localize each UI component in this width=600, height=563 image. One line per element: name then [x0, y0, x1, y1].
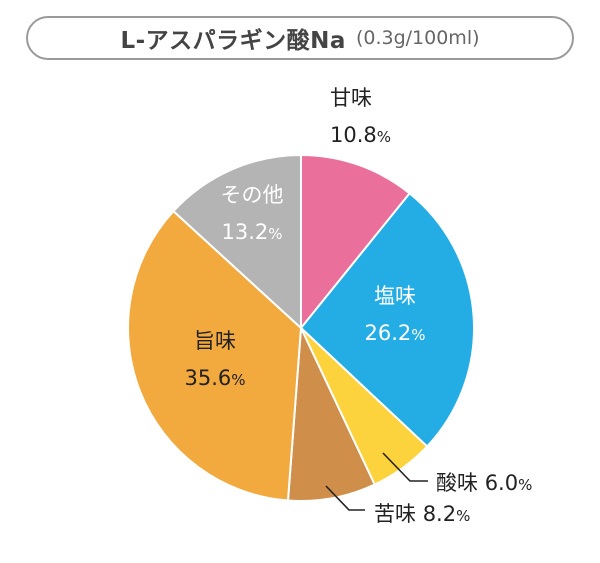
pie-slice-bitter: [286, 327, 376, 502]
slice-name: その他: [221, 183, 284, 207]
slice-percent-sign: %: [411, 326, 425, 344]
slice-value: 6.0: [485, 471, 518, 495]
slice-label-sweet: 甘味 10.8%: [330, 86, 391, 147]
slice-percent-sign: %: [518, 476, 532, 494]
pie-slice-umami: [127, 210, 302, 502]
slice-name: 甘味: [330, 86, 372, 110]
slice-value: 8.2: [423, 502, 456, 526]
slice-percent-sign: %: [456, 507, 470, 525]
slice-label-bitter: 苦味 8.2%: [374, 502, 470, 526]
leader-line-sour: [382, 452, 428, 482]
slice-label-sour: 酸味 6.0%: [436, 471, 532, 495]
chart-title: L-アスパラギン酸Na (0.3g/100ml): [26, 16, 574, 60]
slice-value: 10.8: [330, 123, 377, 147]
pie-slice-salty: [300, 192, 475, 448]
slice-label-other: その他 13.2%: [221, 183, 284, 244]
pie-slices: [127, 154, 475, 502]
slice-name: 酸味: [436, 471, 485, 495]
leader-line-bitter: [325, 485, 365, 511]
slice-label-umami: 旨味 35.6%: [184, 329, 245, 390]
slice-name: 塩味: [374, 284, 416, 308]
slice-name: 旨味: [194, 329, 236, 353]
title-subtitle: (0.3g/100ml): [355, 27, 480, 49]
slice-value: 35.6: [184, 366, 231, 390]
slice-label-salty: 塩味 26.2%: [364, 284, 425, 345]
slice-percent-sign: %: [377, 128, 391, 146]
slice-percent-sign: %: [268, 225, 282, 243]
slice-percent-sign: %: [231, 371, 245, 389]
pie-slice-other: [172, 154, 302, 329]
slice-name: 苦味: [374, 502, 423, 526]
title-main: L-アスパラギン酸Na: [120, 28, 346, 54]
slice-value: 13.2: [221, 220, 268, 244]
slice-value: 26.2: [364, 321, 411, 345]
pie-slice-sweet: [300, 154, 411, 329]
